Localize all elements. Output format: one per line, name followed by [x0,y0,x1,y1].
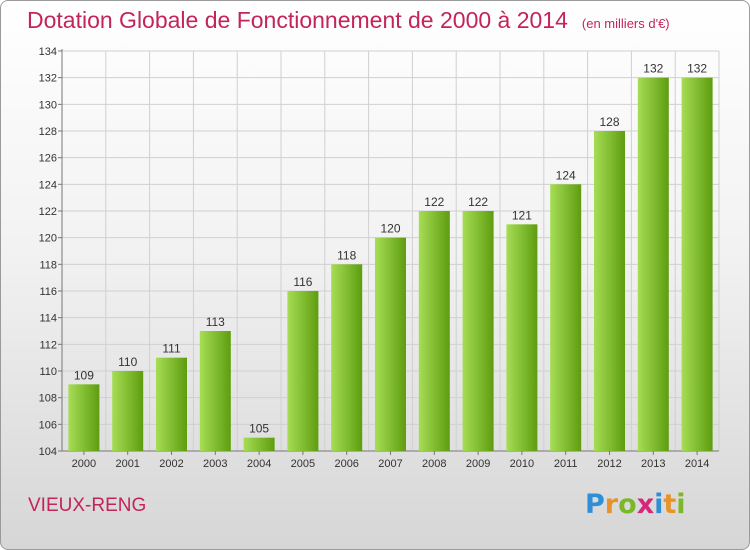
y-tick-label: 104 [39,446,57,458]
bar [199,331,231,451]
logo-letter: o [618,489,637,520]
logo-letter: i [654,489,664,520]
x-tick-label: 2002 [159,458,183,470]
y-tick-label: 118 [39,259,57,271]
y-tick-label: 122 [39,206,57,218]
data-label: 105 [249,422,269,436]
data-label: 124 [556,168,576,182]
proxiti-logo: Proxiti [585,489,686,520]
y-tick-label: 116 [39,286,57,298]
logo-letter: i [676,489,686,520]
y-tick-label: 108 [39,393,57,405]
bar [418,211,450,451]
bar [156,357,187,451]
bar [462,211,494,451]
y-tick-label: 120 [39,233,57,245]
labels: 104 106 108 110 112 114 116 118 120 122 124 126 128 1… [39,46,710,470]
data-label: 111 [162,342,181,356]
data-label: 109 [74,368,94,382]
data-label: 132 [687,62,707,76]
x-tick-label: 2009 [466,458,490,470]
chart-title-text: Dotation Globale de Fonctionnement de 20… [27,7,568,33]
y-tick-label: 134 [39,46,57,58]
x-tick-label: 2014 [685,458,709,470]
data-label: 118 [337,248,356,262]
bar [681,77,713,452]
data-label: 128 [599,115,619,129]
x-tick-label: 2012 [597,458,621,470]
commune-name: VIEUX-RENG [28,495,147,516]
data-label: 122 [424,195,444,209]
y-tick-label: 106 [39,419,57,431]
bar [550,184,582,452]
bar [506,224,538,451]
data-label: 113 [206,315,225,329]
x-tick-label: 2011 [554,458,578,470]
x-tick-label: 2013 [641,458,665,470]
y-tick-label: 110 [39,366,57,378]
y-tick-label: 132 [39,73,57,85]
x-tick-label: 2005 [291,458,315,470]
data-label: 116 [293,275,312,289]
data-label: 132 [643,62,663,76]
x-tick-label: 2001 [115,458,139,470]
bar [594,131,625,451]
chart-subtitle: (en milliers d'€) [581,16,670,31]
bar [112,371,144,451]
y-tick-label: 114 [39,313,57,325]
data-label: 121 [512,208,532,222]
y-tick-label: 128 [39,126,57,138]
data-label: 110 [118,355,137,369]
y-tick-label: 112 [39,339,57,351]
chart-title: Dotation Globale de Fonctionnement de 20… [27,7,670,34]
bars [68,77,713,452]
logo-letter: t [663,489,677,520]
bar [637,77,669,452]
bar [68,384,100,451]
logo-letter: P [585,489,605,520]
y-tick-label: 130 [39,99,57,111]
logo-letter: x [636,489,655,520]
x-tick-label: 2000 [72,458,96,470]
y-tick-label: 124 [39,179,57,191]
bar [375,237,406,451]
data-label: 122 [468,195,488,209]
x-tick-label: 2010 [510,458,534,470]
x-tick-label: 2007 [378,458,402,470]
x-tick-label: 2008 [422,458,446,470]
x-tick-label: 2003 [203,458,227,470]
x-tick-label: 2006 [334,458,358,470]
logo-letter: r [604,489,619,520]
data-label: 120 [380,222,400,236]
bar [287,291,319,451]
y-tick-label: 126 [39,153,57,165]
bar [331,264,363,451]
x-tick-label: 2004 [247,458,271,470]
bar [243,437,275,451]
